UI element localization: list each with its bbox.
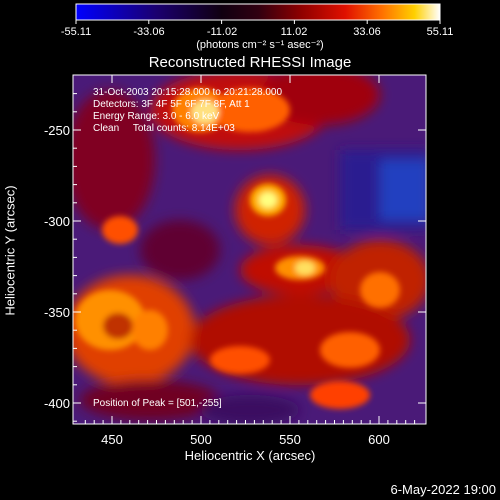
y-tick-label: -250 [43, 123, 70, 138]
y-axis-label: Heliocentric Y (arcsec) [2, 185, 18, 316]
colorbar-tick-label: 11.02 [280, 26, 308, 38]
colorbar-tick-label: -33.06 [133, 26, 165, 38]
y-tick-label: -300 [43, 214, 70, 229]
colorbar-tick-label: -11.02 [206, 26, 238, 38]
annotation-time-range: 31-Oct-2003 20:15:28.000 to 20:21:28.000 [93, 87, 283, 98]
colorbar [75, 3, 441, 21]
annotation-energy-range: Energy Range: 3.0 - 6.0 keV [93, 111, 220, 122]
x-axis-label: Heliocentric X (arcsec) [184, 448, 316, 463]
annotation-detectors: Detectors: 3F 4F 5F 6F 7F 8F, Att 1 [93, 99, 250, 110]
colorbar-tick-label: 55.11 [426, 26, 454, 38]
x-tick-label: 600 [368, 432, 390, 447]
x-tick-label: 450 [101, 432, 123, 447]
x-axis-ticks [84, 75, 416, 424]
annotation-peak-position: Position of Peak = [501,-255] [93, 398, 222, 409]
x-tick-label: 500 [190, 432, 212, 447]
colorbar-ticks [75, 20, 441, 24]
plot-title: Reconstructed RHESSI Image [148, 54, 352, 71]
annotation-algorithm: Clean Total counts: 8.14E+03 [93, 123, 235, 134]
y-tick-label: -350 [43, 305, 70, 320]
y-axis-ticks [73, 93, 426, 422]
timestamp: 6-May-2022 19:00 [390, 482, 496, 497]
solar-image [73, 75, 426, 424]
colorbar-unit-label: (photons cm⁻² s⁻¹ asec⁻²) [196, 39, 324, 51]
colorbar-tick-label: -55.11 [60, 26, 92, 38]
plot-frame [72, 74, 427, 425]
x-tick-label: 550 [279, 432, 301, 447]
colorbar-tick-label: 33.06 [353, 26, 381, 38]
y-tick-label: -400 [43, 396, 70, 411]
